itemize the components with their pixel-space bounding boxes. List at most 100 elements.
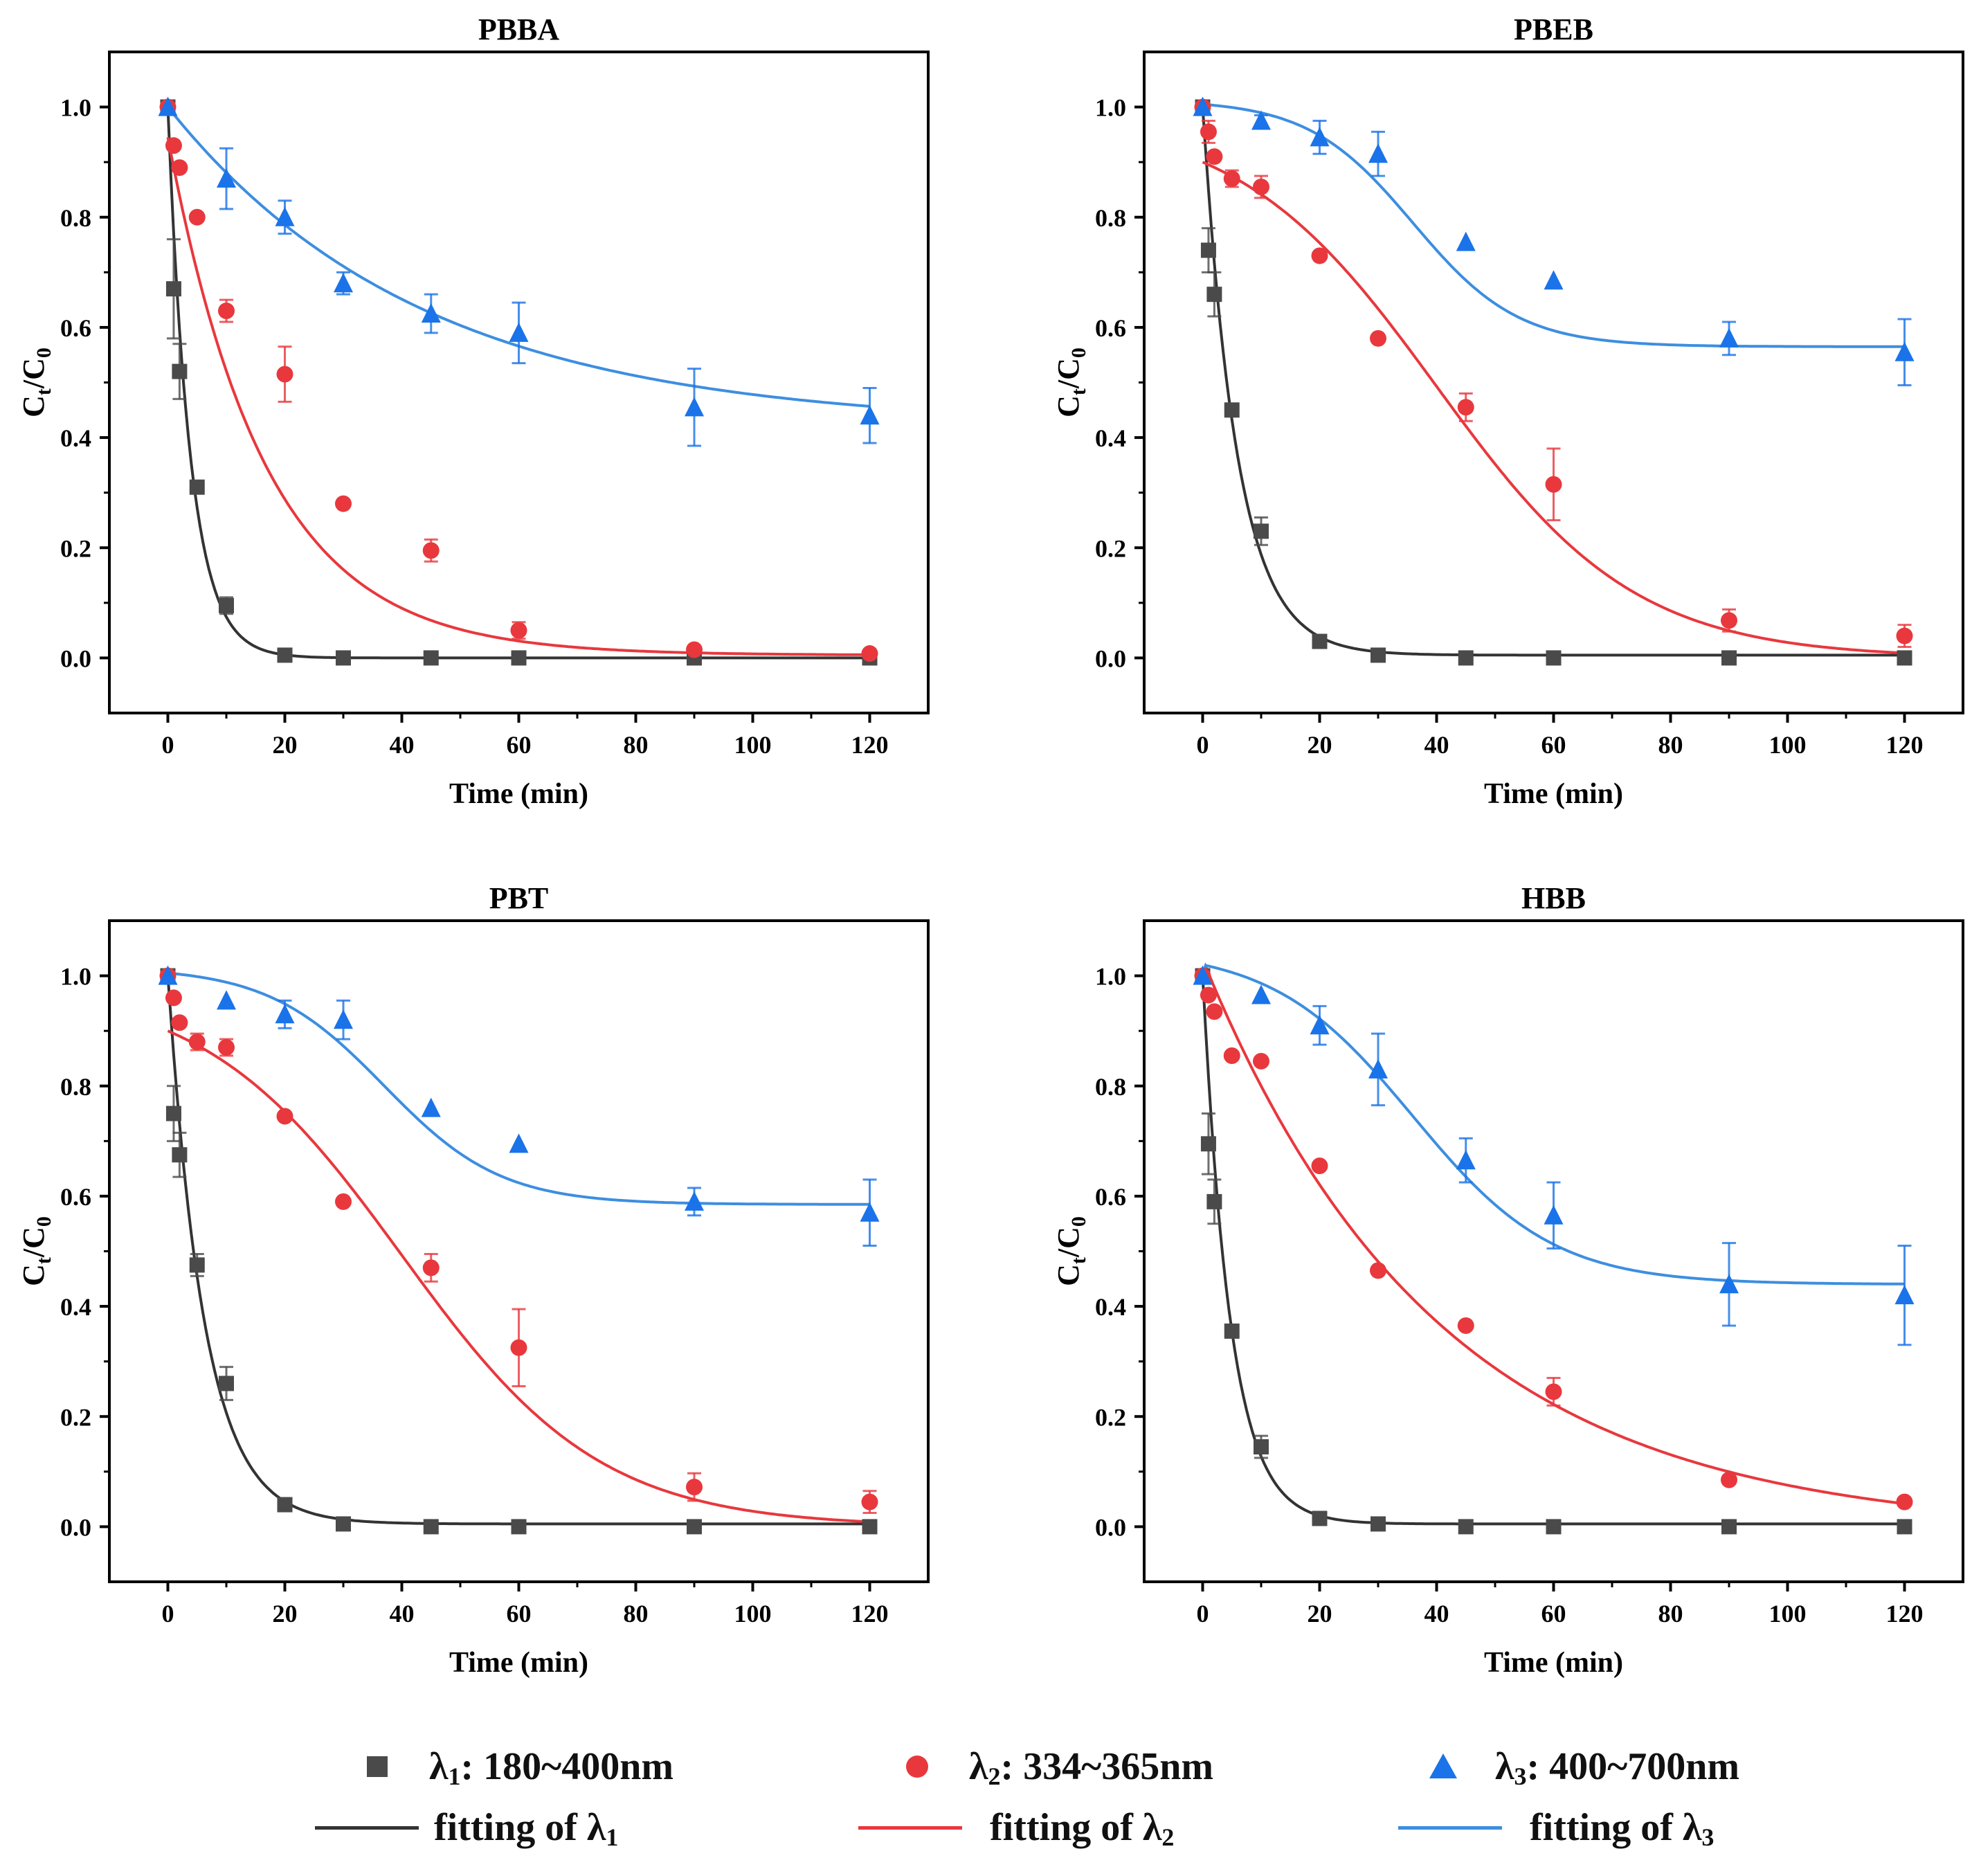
data-point-l2 (1223, 1047, 1240, 1064)
legend-fit2-text: fitting of λ (990, 1806, 1162, 1849)
y-tick-label: 0.4 (1095, 1293, 1126, 1321)
data-point-l3 (1251, 984, 1271, 1004)
data-point-l1 (189, 1257, 205, 1273)
x-tick-label: 120 (851, 1600, 889, 1627)
data-point-l3 (1310, 1015, 1330, 1035)
plot-frame (108, 919, 930, 1583)
data-point-l3 (217, 168, 236, 188)
y-axis-label: Ct/C0 (17, 1216, 55, 1286)
x-tick-label: 0 (162, 731, 174, 759)
chart-title: HBB (1521, 881, 1586, 915)
data-point-l3 (1251, 110, 1271, 130)
data-point-l2 (165, 137, 182, 154)
data-point-l1 (687, 1519, 702, 1535)
data-point-l1 (336, 650, 351, 666)
fit-curve-3 (167, 971, 870, 1206)
data-point-l2 (335, 1193, 352, 1210)
data-point-l1 (165, 1106, 181, 1121)
x-tick-label: 20 (1308, 731, 1332, 759)
data-point-l3 (1544, 270, 1564, 290)
chart-panel-pbba: PBBA 0 20 40 60 80 100 120 0.0 0.2 0.4 0.6 0.8 1.0 Tim… (17, 12, 930, 810)
legend-fit1-text: fitting of λ (434, 1806, 606, 1849)
data-point-l2 (1896, 1493, 1913, 1510)
y-tick-label: 1.0 (60, 963, 91, 991)
data-point-l1 (1546, 1519, 1562, 1535)
fit-line-l3-icon (1398, 1825, 1502, 1830)
y-tick-label: 0.6 (60, 314, 91, 342)
x-axis-label: Time (min) (449, 1647, 588, 1679)
data-point-l3 (685, 1191, 704, 1211)
legend-l3-text: : 400~700nm (1526, 1745, 1740, 1788)
data-point-l1 (172, 1147, 188, 1163)
x-tick-label: 120 (851, 731, 889, 759)
y-tick-label: 0.0 (1095, 644, 1126, 672)
x-tick-label: 120 (1886, 1600, 1924, 1627)
x-tick-label: 100 (734, 1600, 772, 1627)
data-point-l2 (276, 1108, 293, 1125)
data-point-l1 (1254, 523, 1269, 539)
y-tick-label: 0.6 (1095, 1183, 1126, 1211)
legend-fit2-sub: 2 (1161, 1823, 1175, 1851)
data-point-l1 (1721, 1519, 1737, 1535)
data-point-l3 (217, 990, 236, 1010)
x-tick-label: 80 (1658, 731, 1683, 759)
y-tick-label: 0.4 (1095, 424, 1126, 452)
data-point-l2 (1223, 170, 1240, 188)
data-point-l2 (861, 1493, 878, 1510)
data-point-l3 (1193, 965, 1213, 985)
fit-curve-2 (166, 137, 870, 656)
data-point-l2 (1545, 476, 1562, 493)
data-point-l1 (172, 363, 188, 379)
data-point-l2 (422, 542, 440, 559)
legend-l2-greek: λ (969, 1745, 988, 1788)
data-point-l1 (1546, 650, 1562, 666)
data-point-l3 (1368, 143, 1388, 163)
data-point-l3 (509, 322, 529, 342)
data-point-l1 (1254, 1439, 1269, 1455)
legend-l2-sub: 2 (988, 1762, 1001, 1790)
data-point-l3 (1193, 96, 1213, 116)
data-point-l2 (1311, 247, 1328, 264)
data-point-l2 (686, 641, 703, 658)
data-point-l3 (860, 1202, 880, 1222)
x-tick-label: 0 (1197, 1600, 1209, 1627)
legend-fit1-sub: 1 (606, 1823, 619, 1851)
data-point-l1 (219, 597, 234, 613)
x-tick-label: 0 (162, 1600, 174, 1627)
data-point-l2 (171, 1014, 188, 1031)
data-point-l3 (1894, 341, 1915, 361)
y-tick-label: 0.2 (1095, 534, 1126, 562)
data-point-l1 (1371, 1516, 1386, 1532)
fit-curve-2 (1202, 161, 1905, 655)
data-point-l2 (165, 989, 182, 1007)
data-point-l2 (1200, 986, 1217, 1004)
y-tick-label: 0.8 (60, 1073, 91, 1101)
y-tick-label: 0.8 (60, 204, 91, 232)
x-tick-label: 80 (624, 1600, 649, 1627)
legend-l3-sub: 3 (1514, 1762, 1527, 1790)
legend-l1-greek: λ (429, 1745, 449, 1788)
data-point-l1 (219, 1376, 234, 1391)
data-point-l1 (1721, 650, 1737, 666)
data-point-l3 (685, 397, 704, 417)
data-point-l3 (158, 965, 178, 985)
legend-l1-text: : 180~400nm (460, 1745, 674, 1788)
data-point-l1 (1206, 1193, 1222, 1209)
data-point-l2 (510, 1339, 527, 1356)
x-tick-label: 40 (390, 731, 415, 759)
data-point-l1 (1206, 287, 1222, 303)
data-point-l3 (275, 206, 295, 226)
data-point-l2 (1370, 330, 1386, 347)
data-point-l1 (277, 1497, 293, 1513)
fit-curve-1 (166, 975, 870, 1526)
legend-fit3-text: fitting of λ (1530, 1806, 1702, 1849)
data-point-l1 (189, 479, 205, 495)
x-tick-label: 60 (1541, 1600, 1566, 1627)
y-axis-label: Ct/C0 (1051, 348, 1090, 417)
chart-panel-pbeb: PBEB 0 20 40 60 80 100 120 0.0 0.2 0.4 0.6 0.8 1.0 Tim… (1051, 12, 1964, 810)
y-tick-label: 0.4 (60, 424, 91, 452)
y-tick-label: 0.8 (1095, 1073, 1126, 1101)
x-tick-label: 40 (1424, 731, 1449, 759)
data-point-l2 (188, 208, 206, 226)
